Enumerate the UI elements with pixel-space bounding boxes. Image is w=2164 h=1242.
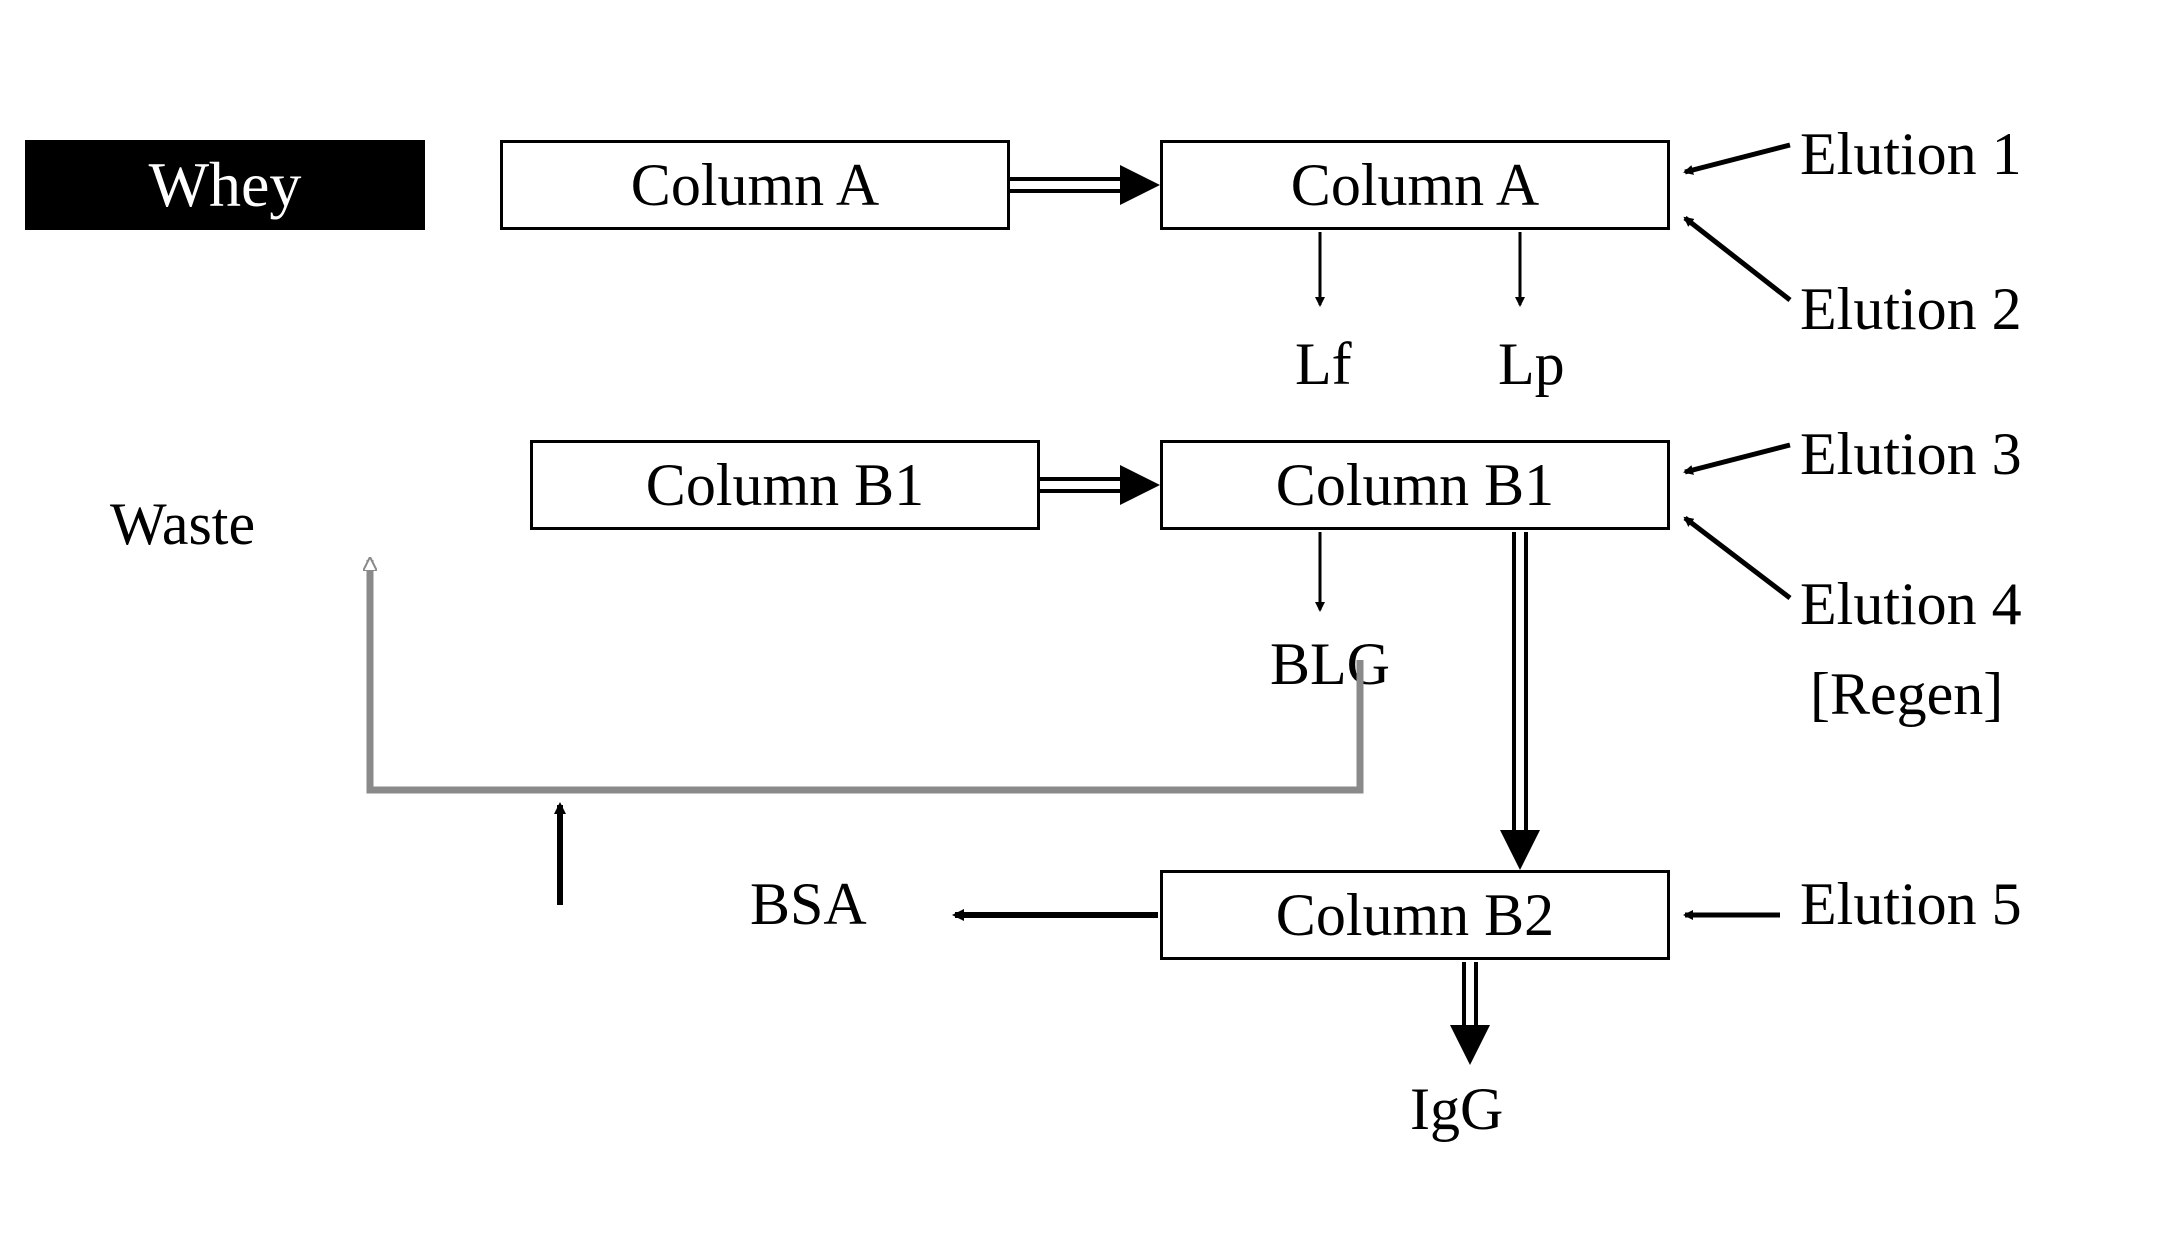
column-b1-right-label: Column B1	[1276, 451, 1554, 520]
elution-1-text: Elution 1	[1800, 120, 2022, 189]
whey-label: Whey	[149, 148, 302, 222]
column-a-right-box: Column A	[1160, 140, 1670, 230]
elution-3-text: Elution 3	[1800, 420, 2022, 489]
pointer-elution-1	[1685, 145, 1790, 172]
bsa-label: BSA	[750, 870, 867, 939]
arrow-b2-to-igg	[1450, 962, 1490, 1065]
lf-label: Lf	[1295, 330, 1352, 399]
column-b1-right-box: Column B1	[1160, 440, 1670, 530]
pointer-elution-3	[1685, 445, 1790, 472]
elution-5-text: Elution 5	[1800, 870, 2022, 939]
column-a-left-label: Column A	[631, 151, 879, 220]
lf-text: Lf	[1295, 330, 1352, 399]
blg-label: BLG	[1270, 630, 1390, 699]
elution-4-label: Elution 4	[1800, 570, 2022, 639]
arrow-colA-to-colA	[1010, 165, 1160, 205]
regen-text: [Regen]	[1810, 660, 2003, 729]
pointer-elution-2	[1685, 218, 1790, 300]
column-b1-left-label: Column B1	[646, 451, 924, 520]
whey-source-box: Whey	[25, 140, 425, 230]
elution-5-label: Elution 5	[1800, 870, 2022, 939]
igg-label: IgG	[1410, 1075, 1503, 1144]
column-a-right-label: Column A	[1291, 151, 1539, 220]
pointer-elution-4	[1685, 518, 1790, 598]
waste-path	[370, 560, 1360, 790]
elution-4-text: Elution 4	[1800, 570, 2022, 639]
blg-text: BLG	[1270, 630, 1390, 699]
elution-2-label: Elution 2	[1800, 275, 2022, 344]
elution-2-text: Elution 2	[1800, 275, 2022, 344]
elution-1-label: Elution 1	[1800, 120, 2022, 189]
arrow-colB1-to-colB1	[1040, 465, 1160, 505]
bsa-text: BSA	[750, 870, 867, 939]
igg-text: IgG	[1410, 1075, 1503, 1144]
column-b2-box: Column B2	[1160, 870, 1670, 960]
waste-text: Waste	[110, 490, 255, 559]
waste-label: Waste	[110, 490, 255, 559]
lp-text: Lp	[1498, 330, 1565, 399]
lp-label: Lp	[1498, 330, 1565, 399]
regen-label: [Regen]	[1810, 660, 2003, 729]
arrow-b1-to-b2	[1500, 532, 1540, 870]
column-a-left-box: Column A	[500, 140, 1010, 230]
column-b1-left-box: Column B1	[530, 440, 1040, 530]
elution-3-label: Elution 3	[1800, 420, 2022, 489]
column-b2-label: Column B2	[1276, 881, 1554, 950]
